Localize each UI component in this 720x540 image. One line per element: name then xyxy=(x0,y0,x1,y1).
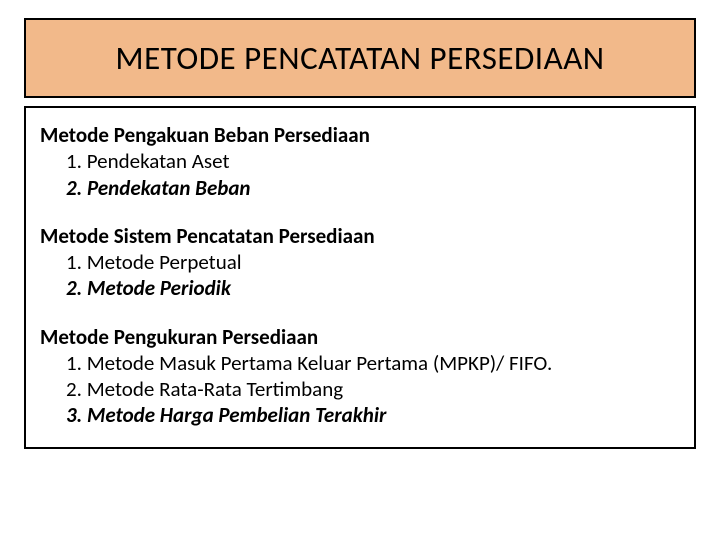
section-1: Metode Pengakuan Beban Persediaan 1. Pen… xyxy=(40,122,680,201)
list-item: 1. Metode Perpetual xyxy=(66,249,680,275)
content-container: Metode Pengakuan Beban Persediaan 1. Pen… xyxy=(24,106,696,449)
section-items: 1. Metode Perpetual 2. Metode Periodik xyxy=(40,249,680,302)
list-item: 2. Metode Periodik xyxy=(66,275,680,301)
section-3: Metode Pengukuran Persediaan 1. Metode M… xyxy=(40,324,680,429)
section-heading: Metode Pengukuran Persediaan xyxy=(40,324,680,350)
section-2: Metode Sistem Pencatatan Persediaan 1. M… xyxy=(40,223,680,302)
list-item: 2. Pendekatan Beban xyxy=(66,175,680,201)
list-item: 2. Metode Rata-Rata Tertimbang xyxy=(66,376,680,402)
page-title: METODE PENCATATAN PERSEDIAAN xyxy=(46,38,674,78)
list-item: 1. Metode Masuk Pertama Keluar Pertama (… xyxy=(66,350,680,376)
list-item: 3. Metode Harga Pembelian Terakhir xyxy=(66,402,680,428)
section-items: 1. Metode Masuk Pertama Keluar Pertama (… xyxy=(40,350,680,429)
section-heading: Metode Pengakuan Beban Persediaan xyxy=(40,122,680,148)
list-item: 1. Pendekatan Aset xyxy=(66,148,680,174)
title-container: METODE PENCATATAN PERSEDIAAN xyxy=(24,18,696,98)
section-heading: Metode Sistem Pencatatan Persediaan xyxy=(40,223,680,249)
section-items: 1. Pendekatan Aset 2. Pendekatan Beban xyxy=(40,148,680,201)
